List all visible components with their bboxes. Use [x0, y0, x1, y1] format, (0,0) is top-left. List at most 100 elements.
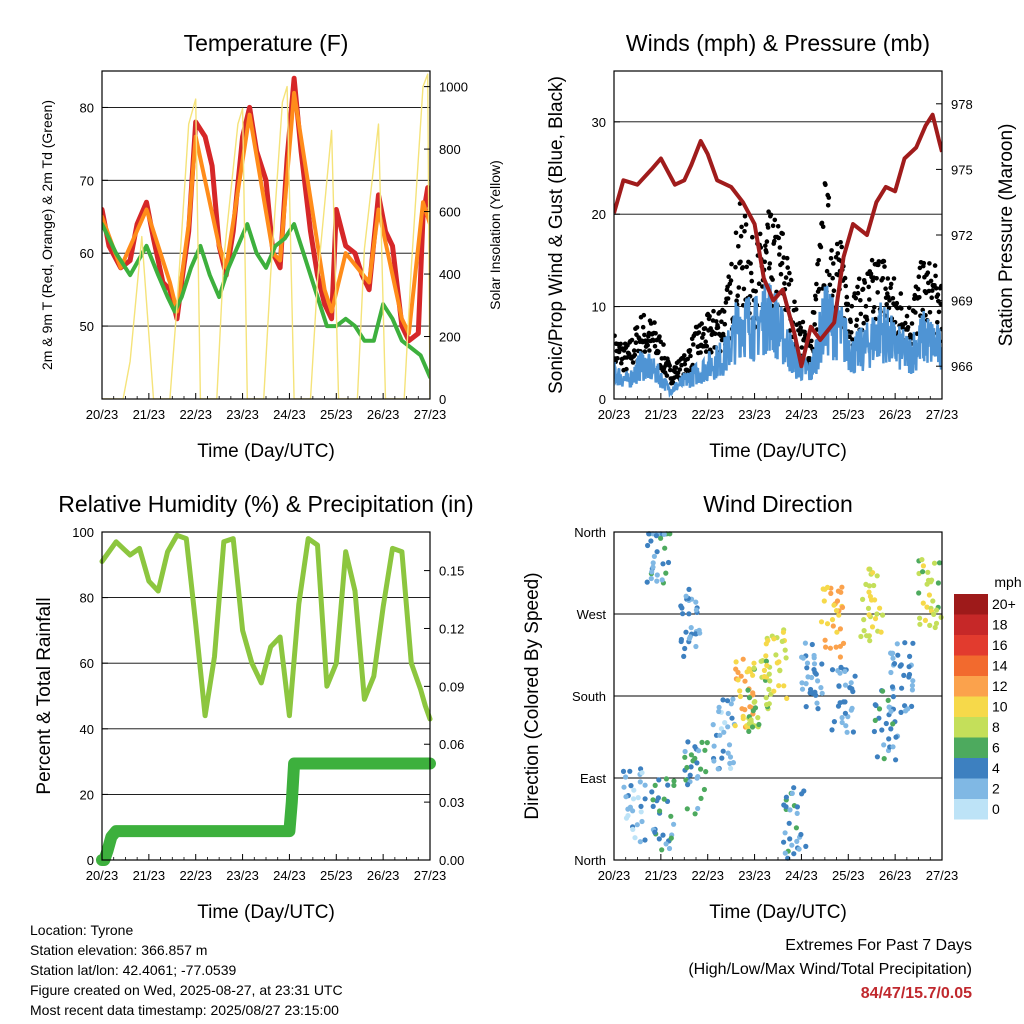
wdir-point	[682, 748, 688, 755]
gust-point	[842, 275, 848, 281]
wdir-point	[781, 683, 787, 689]
colorbar-label: 10	[992, 699, 1008, 715]
wind-x-tick-label: 25/23	[832, 407, 865, 422]
gust-point	[738, 259, 743, 265]
gust-point	[888, 285, 893, 291]
wdir-point	[909, 687, 916, 693]
gust-point	[849, 303, 855, 309]
wdir-point	[836, 612, 842, 618]
wdir-point	[828, 590, 834, 597]
wdir-point	[771, 688, 777, 694]
wind-y-tick-label: 10	[592, 300, 606, 315]
temp-x-tick-label: 21/23	[133, 407, 166, 422]
gust-point	[641, 312, 647, 318]
wdir-point	[703, 769, 709, 775]
wdir-point	[671, 821, 677, 827]
wdir-point	[755, 715, 761, 721]
rh-y2-tick-label: 0.09	[439, 679, 464, 694]
colorbar-label: 16	[992, 637, 1008, 653]
gust-point	[867, 297, 872, 302]
gust-point	[652, 343, 658, 349]
gust-point	[936, 309, 942, 315]
wdir-point	[791, 851, 797, 857]
gust-point	[913, 310, 918, 315]
temp-title: Temperature (F)	[184, 30, 349, 56]
wdir-point	[751, 665, 757, 671]
wdir-point	[648, 538, 654, 544]
wdir-point	[653, 533, 660, 539]
colorbar-label: 12	[992, 678, 1008, 694]
gust-point	[762, 259, 767, 265]
gust-point	[632, 352, 638, 358]
gust-point	[719, 319, 724, 325]
gust-point	[682, 361, 688, 367]
gust-point	[630, 360, 636, 365]
wdir-point	[639, 770, 645, 776]
wdir-point	[803, 704, 809, 710]
wdir-point	[867, 566, 873, 572]
rh-x-tick-label: 23/23	[226, 868, 259, 883]
gust-point	[701, 331, 706, 337]
wdir-point	[886, 736, 892, 742]
gust-point	[661, 342, 666, 347]
wind-x-axis-label: Time (Day/UTC)	[709, 441, 847, 462]
rh-y2-tick-label: 0.15	[439, 564, 464, 579]
wdir-point	[746, 728, 752, 735]
gust-point	[916, 274, 922, 280]
gust-point	[921, 260, 927, 266]
wdir-point	[890, 694, 897, 700]
wdir-point	[839, 604, 846, 611]
gust-point	[852, 291, 857, 296]
wdir-point	[783, 655, 789, 661]
gust-point	[770, 223, 776, 229]
wdir-point	[844, 729, 850, 735]
rh-x-tick-label: 25/23	[320, 868, 353, 883]
gust-point	[809, 338, 814, 344]
wdir-point	[663, 776, 670, 782]
wdir-point	[866, 583, 873, 589]
wdir-point	[638, 809, 644, 815]
wdir-point	[814, 700, 820, 706]
gust-point	[619, 360, 624, 366]
wdir-point	[637, 779, 643, 785]
wdir-point	[932, 624, 938, 631]
latlon-text: Station lat/lon: 42.4061; -77.0539	[30, 962, 237, 978]
wdir-point	[656, 777, 662, 783]
gust-point	[647, 348, 652, 353]
gust-point	[744, 264, 749, 270]
wdir-point	[919, 557, 925, 563]
gust-point	[811, 310, 817, 315]
wdir-point	[827, 645, 834, 651]
gust-point	[831, 261, 836, 266]
gust-point	[733, 230, 739, 236]
wdir-point	[833, 644, 839, 650]
wdir-point	[684, 806, 690, 812]
wdir-point	[722, 720, 728, 726]
wdir-point	[893, 734, 899, 740]
gust-point	[929, 295, 934, 301]
gust-point	[888, 281, 894, 287]
wdir-point	[909, 703, 915, 710]
wdir-point	[878, 629, 884, 635]
wdir-point	[652, 782, 658, 789]
gust-point	[856, 276, 862, 282]
wdir-point	[630, 796, 637, 802]
wdir-point	[834, 629, 840, 635]
wdir-point	[686, 611, 692, 617]
temp-y2-tick-label: 400	[439, 267, 461, 282]
wdir-point	[880, 688, 886, 694]
colorbar-label: 18	[992, 617, 1008, 633]
wdir-point	[909, 682, 916, 689]
gust-point	[644, 338, 650, 344]
gust-point	[899, 306, 904, 311]
wdir-point	[678, 638, 684, 645]
wdir-point	[671, 782, 677, 789]
gust-point	[813, 296, 819, 302]
wdir-point	[784, 695, 790, 702]
wdir-point	[837, 700, 843, 706]
wdir-point	[927, 622, 933, 629]
rh-x-tick-label: 22/23	[179, 868, 212, 883]
gust-point	[634, 325, 640, 330]
gust-point	[779, 260, 785, 266]
gust-point	[875, 290, 880, 295]
